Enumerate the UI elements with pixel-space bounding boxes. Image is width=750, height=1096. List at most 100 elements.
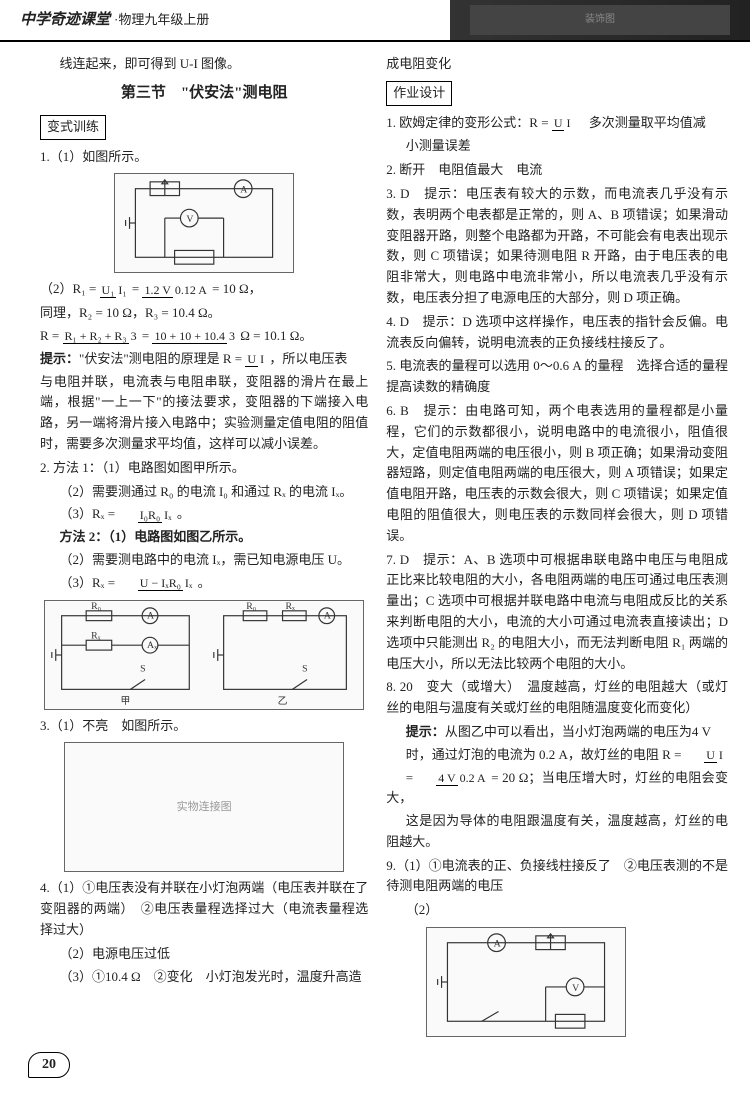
- homework-label: 作业设计: [386, 81, 452, 106]
- frac-n: 1.2 V: [142, 283, 172, 298]
- intro-line: 线连起来，即可得到 U-I 图像。: [40, 54, 368, 75]
- r-q6: 6. B 提示：由电路可知，两个电表选用的量程都是小量程，它们的示数都很小，说明…: [386, 401, 728, 547]
- svg-text:Rₓ: Rₓ: [286, 601, 296, 612]
- frac-d: Iₓ: [183, 576, 194, 590]
- hint-label: 提示：: [406, 724, 445, 739]
- svg-text:A: A: [240, 185, 247, 196]
- r-q8b: 提示：从图乙中可以看出，当小灯泡两端的电压为4 V: [386, 722, 728, 743]
- r-q8c: 时，通过灯泡的电流为 0.2 A，故灯丝的电阻 R = UI: [386, 745, 728, 766]
- q2-m1: 2. 方法 1：（1）电路图如图甲所示。: [40, 458, 368, 479]
- frac-n: U: [704, 748, 717, 763]
- hint-label: 提示：: [40, 351, 79, 366]
- q4-1: 4.（1）①电压表没有并联在小灯泡两端（电压表并联在了变阻器的两端） ②电压表量…: [40, 878, 368, 940]
- book-subtitle: ·物理九年级上册: [114, 10, 209, 31]
- frac-d: I: [258, 352, 266, 366]
- circuit-diagram-1: A V: [114, 173, 294, 273]
- left-column: 线连起来，即可得到 U-I 图像。 第三节 "伏安法"测电阻 变式训练 1.（1…: [40, 52, 368, 1043]
- frac-n: I₀R₀: [138, 508, 162, 523]
- svg-text:甲: 甲: [121, 696, 131, 707]
- header-decoration: 装饰图: [470, 5, 730, 35]
- svg-text:S: S: [140, 663, 145, 674]
- q2-m2: 方法 2：（1）电路图如图乙所示。: [40, 527, 368, 548]
- book-title: 中学奇迹课堂: [20, 8, 110, 32]
- q1-1: 1.（1）如图所示。: [40, 147, 368, 168]
- frac-d: 3: [227, 329, 237, 343]
- page-header: 中学奇迹课堂 ·物理九年级上册 装饰图: [0, 0, 750, 42]
- r-q8e: 这是因为导体的电阻跟温度有关，温度越高，灯丝的电阻越大。: [386, 811, 728, 853]
- frac-n: U: [552, 116, 565, 131]
- txt: R =: [40, 328, 63, 343]
- svg-text:R₀: R₀: [246, 601, 256, 612]
- r-q1: 1. 欧姆定律的变形公式：R = UI 多次测量取平均值减: [386, 113, 728, 134]
- txt: 时，通过灯泡的电流为 0.2 A，故灯丝的电阻 R =: [406, 747, 685, 762]
- txt: Ω = 10.1 Ω。: [240, 328, 312, 343]
- txt: 。: [177, 506, 190, 521]
- r-q3: 3. D 提示：电压表有较大的示数，而电流表几乎没有示数，表明两个电表都是正常的…: [386, 184, 728, 309]
- r-q5: 5. 电流表的量程可以选用 0～0.6 A 的量程 选择合适的量程提高读数的精确…: [386, 356, 728, 398]
- q1-2b: 同理，R₂ = 10 Ω，R₃ = 10.4 Ω。: [40, 303, 368, 324]
- placeholder-text: 实物连接图: [177, 799, 232, 817]
- frac-n: U − IₓR₀: [138, 576, 183, 591]
- svg-text:Aₓ: Aₓ: [147, 640, 157, 651]
- txt: 。: [198, 575, 211, 590]
- right-column: 成电阻变化 作业设计 1. 欧姆定律的变形公式：R = UI 多次测量取平均值减…: [386, 52, 728, 1043]
- txt: =: [406, 770, 417, 785]
- q3: 3.（1）不亮 如图所示。: [40, 716, 368, 737]
- r-q4: 4. D 提示：D 选项中这样操作，电压表的指针会反偏。电流表反向偏转，说明电流…: [386, 312, 728, 354]
- q2-m1-3: （3）Rₓ = I₀R₀Iₓ 。: [40, 504, 368, 525]
- r-q8d: = 4 V0.2 A = 20 Ω；当电压增大时，灯丝的电阻会变大，: [386, 768, 728, 810]
- frac-d: 3: [129, 329, 139, 343]
- svg-text:S: S: [302, 663, 307, 674]
- q2-m2-2: （2）需要测电路中的电流 Iₓ，需已知电源电压 U。: [40, 550, 368, 571]
- frac-n: 10 + 10 + 10.4: [152, 329, 227, 344]
- q1-2a-res: = 10 Ω，: [212, 281, 262, 296]
- hint1-line1: 提示："伏安法"测电阻的原理是 R = UI ，所以电压表: [40, 349, 368, 370]
- r-q2: 2. 断开 电阻值最大 电流: [386, 160, 728, 181]
- frac-d: I: [564, 116, 572, 130]
- txt: 方法 2：（1）电路图如图乙所示。: [60, 529, 252, 544]
- frac-n: 4 V: [436, 771, 457, 786]
- page-content: 线连起来，即可得到 U-I 图像。 第三节 "伏安法"测电阻 变式训练 1.（1…: [0, 42, 750, 1043]
- cont-line: 成电阻变化: [386, 54, 728, 75]
- r-q7: 7. D 提示：A、B 选项中可根据串联电路中电压与电阻成正比来比较电阻的大小，…: [386, 550, 728, 675]
- txt: 从图乙中可以看出，当小灯泡两端的电压为4 V: [445, 724, 711, 739]
- circuit-diagram-2: R₀ A Rₓ Aₓ S 甲 R₀ Rₓ A S 乙: [44, 600, 364, 710]
- section-title: 第三节 "伏安法"测电阻: [40, 81, 368, 105]
- frac-n: R₁ + R₂ + R₃: [63, 329, 129, 344]
- svg-text:A: A: [494, 939, 501, 950]
- q2-m1-2: （2）需要测通过 R₀ 的电流 I₀ 和通过 Rₓ 的电流 Iₓ。: [40, 482, 368, 503]
- frac-n: U₁: [100, 283, 117, 298]
- r-q8a: 8. 20 变大（或增大） 温度越高，灯丝的电阻越大（或灯丝的电阻与温度有关或灯…: [386, 677, 728, 719]
- svg-text:A: A: [147, 610, 154, 621]
- txt: 1. 欧姆定律的变形公式：R =: [386, 115, 552, 130]
- frac-n: U: [245, 352, 258, 367]
- frac-d: I: [717, 748, 725, 762]
- svg-text:R₀: R₀: [91, 601, 101, 612]
- q2-m2-3: （3）Rₓ = U − IₓR₀Iₓ 。: [40, 573, 368, 594]
- svg-text:Rₓ: Rₓ: [91, 630, 101, 641]
- txt: （3）Rₓ =: [60, 575, 119, 590]
- variant-label: 变式训练: [40, 115, 106, 140]
- frac-d: I₁: [116, 283, 128, 297]
- frac-d: Iₓ: [162, 508, 173, 522]
- q4-2: （2）电源电压过低: [40, 944, 368, 965]
- r-q9-1: 9.（1）①电流表的正、负接线柱接反了 ②电压表测的不是待测电阻两端的电压: [386, 856, 728, 898]
- svg-text:A: A: [324, 610, 331, 621]
- txt: ，所以电压表: [269, 351, 347, 366]
- r-q9-2: （2）: [386, 900, 728, 921]
- hint1-body: 与电阻并联，电流表与电阻串联，变阻器的滑片在最上端，根据"一上一下"的接法要求，…: [40, 372, 368, 455]
- circuit-diagram-4: A V: [426, 927, 626, 1037]
- q1-2c: R = R₁ + R₂ + R₃3 = 10 + 10 + 10.43 Ω = …: [40, 326, 368, 347]
- circuit-diagram-3: 实物连接图: [64, 742, 344, 872]
- q1-2a: （2）R₁ = U₁I₁ = 1.2 V0.12 A = 10 Ω，: [40, 279, 368, 300]
- frac-d: 0.2 A: [458, 771, 488, 785]
- txt: 多次测量取平均值减: [576, 115, 706, 130]
- svg-text:V: V: [187, 214, 194, 225]
- page-number: 20: [28, 1052, 70, 1078]
- r-q1b: 小测量误差: [386, 136, 728, 157]
- frac-d: 0.12 A: [173, 283, 209, 297]
- svg-text:V: V: [572, 983, 579, 994]
- q1-2a-pre: （2）R₁ =: [40, 281, 100, 296]
- txt: （3）Rₓ =: [60, 506, 119, 521]
- svg-text:乙: 乙: [278, 695, 288, 707]
